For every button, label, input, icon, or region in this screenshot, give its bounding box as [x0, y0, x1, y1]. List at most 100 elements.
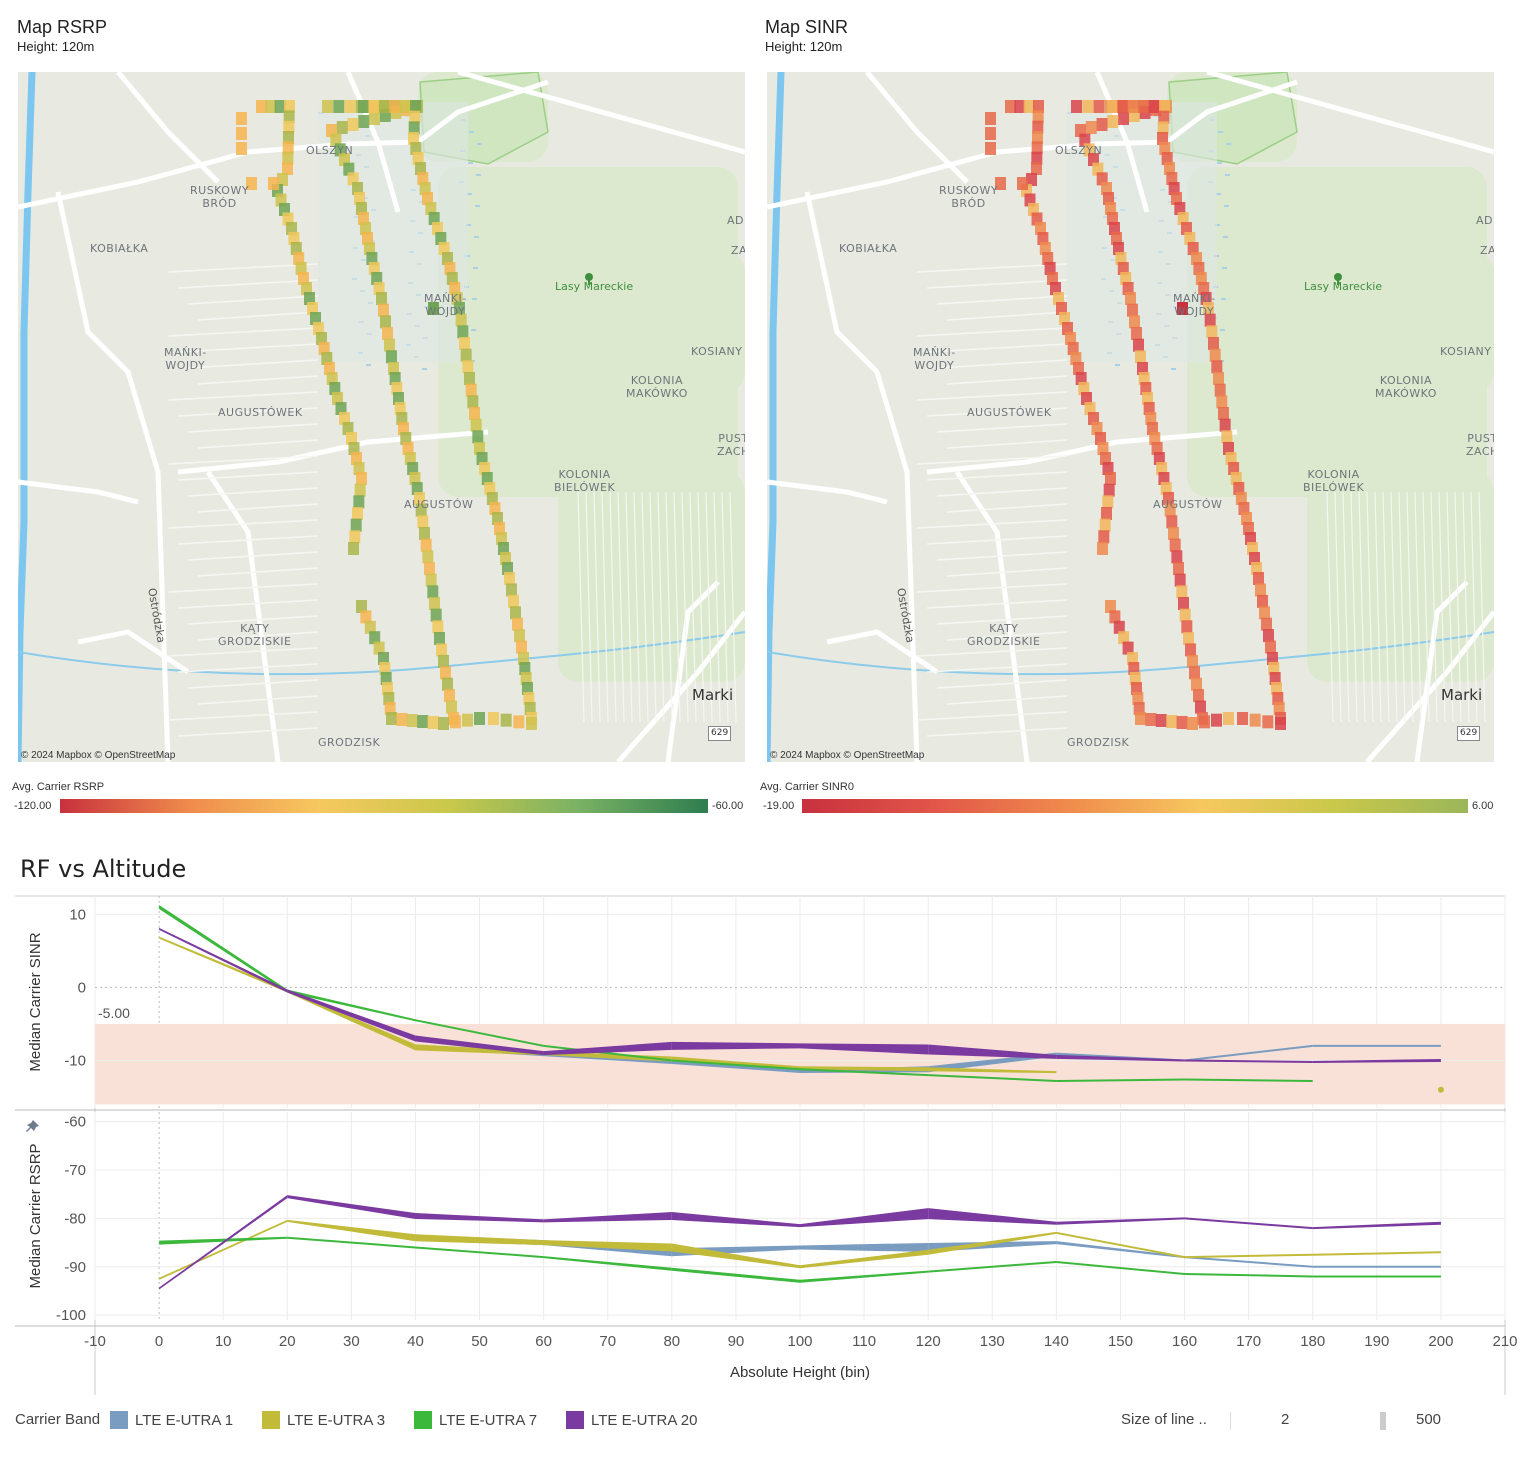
- x-tick-label: 140: [1044, 1333, 1069, 1350]
- route-bin: [380, 315, 391, 329]
- route-bin: [1184, 232, 1196, 245]
- route-bin: [1265, 640, 1276, 654]
- route-bin: [1206, 325, 1218, 339]
- route-bin: [1181, 620, 1193, 634]
- map-attribution[interactable]: © 2024 Mapbox © OpenStreetMap: [21, 750, 176, 761]
- route-bin: [1017, 177, 1028, 190]
- y-axis-label: Median Carrier SINR: [27, 932, 44, 1071]
- route-bin: [985, 142, 996, 155]
- street: [167, 327, 319, 337]
- map-rsrp-view[interactable]: OLSZYN RUSKOWY BRÓD KOBIAŁKA MAŃKI- WOJDY MA…: [18, 72, 745, 762]
- route-bin: [1216, 395, 1228, 409]
- route-bin: [1096, 118, 1108, 131]
- route-bin: [1261, 617, 1272, 631]
- street: [1326, 491, 1334, 723]
- route-bin: [388, 362, 399, 375]
- route-bin: [1268, 662, 1280, 675]
- route-bin: [373, 641, 385, 655]
- legend-item-band3[interactable]: LTE E-UTRA 3: [262, 1411, 385, 1429]
- route-bin: [408, 132, 419, 145]
- place-label-marki: Marki: [1441, 686, 1483, 704]
- route-bin: [454, 302, 465, 315]
- legend-item-band7[interactable]: LTE E-UTRA 7: [414, 1411, 537, 1429]
- route-bin: [362, 232, 373, 245]
- legend-item-band1[interactable]: LTE E-UTRA 1: [110, 1411, 233, 1429]
- legend-item-band20[interactable]: LTE E-UTRA 20: [566, 1411, 697, 1429]
- route-bin: [339, 412, 350, 425]
- route-bin: [1026, 173, 1037, 186]
- forest-area: [1187, 167, 1487, 497]
- place-label-katy: KĄTY GRODZISKIE: [967, 622, 1041, 648]
- series-segment: [1184, 1078, 1313, 1082]
- street: [197, 375, 319, 385]
- x-tick-label: 10: [215, 1333, 232, 1350]
- route-bin: [476, 452, 488, 465]
- map-sinr-view[interactable]: OLSZYN RUSKOWY BRÓD KOBIAŁKA MAŃKI- WOJDY MA…: [767, 72, 1494, 762]
- route-bin: [1079, 133, 1091, 147]
- pond: [471, 329, 476, 331]
- place-label-mank1: MAŃKI- WOJDY: [913, 346, 956, 372]
- street: [633, 491, 641, 723]
- route-bin: [1176, 585, 1188, 599]
- route-bin: [519, 662, 531, 675]
- route-bin: [1191, 252, 1202, 265]
- route-bin: [450, 715, 461, 729]
- pond: [472, 298, 477, 300]
- map-attribution[interactable]: © 2024 Mapbox © OpenStreetMap: [770, 750, 925, 761]
- series-segment: [928, 1074, 1057, 1082]
- street: [705, 491, 713, 723]
- pond: [468, 162, 473, 164]
- route-bin: [347, 118, 359, 131]
- street: [167, 711, 319, 721]
- route-bin: [1257, 594, 1268, 608]
- x-tick-label: 180: [1300, 1333, 1325, 1350]
- series-segment: [543, 1041, 672, 1056]
- route-bin: [1053, 292, 1064, 305]
- street: [1454, 491, 1462, 723]
- y-tick-label: -60: [64, 1114, 86, 1131]
- street: [936, 679, 1068, 689]
- pin-icon[interactable]: [26, 1120, 39, 1132]
- route-bin: [1151, 442, 1163, 455]
- route-bin: [506, 583, 517, 597]
- series-segment: [1184, 1217, 1313, 1230]
- route-bin: [520, 672, 532, 685]
- route-bin: [412, 152, 424, 165]
- route-bin: [1032, 120, 1044, 134]
- series-segment: [671, 1212, 800, 1228]
- route-bin: [427, 585, 439, 599]
- route-bin: [419, 182, 431, 195]
- street: [187, 615, 319, 625]
- route-bin: [1178, 597, 1189, 610]
- legend-title: Carrier Band: [15, 1411, 100, 1428]
- rf-altitude-chart[interactable]: -10 0 10 20 30 40 50 60 70 80 90 100 110 120 130 140 150…: [0, 890, 1521, 1400]
- route-bin: [1083, 143, 1095, 157]
- pond: [1115, 364, 1120, 366]
- series-segment: [287, 989, 416, 1042]
- route-bin: [1156, 462, 1168, 475]
- route-bin: [1247, 542, 1258, 555]
- place-label-augw: AUGUSTÓW: [404, 498, 474, 511]
- route-bin: [455, 313, 467, 327]
- route-bin: [1037, 232, 1049, 245]
- street: [1390, 491, 1398, 723]
- pond: [1221, 298, 1226, 300]
- route-bin: [371, 272, 383, 285]
- route-bin: [282, 212, 294, 226]
- series-segment: [928, 1208, 1057, 1225]
- street: [673, 491, 681, 723]
- street: [1446, 491, 1454, 723]
- route-bin: [409, 110, 421, 124]
- route-bin: [1135, 712, 1146, 725]
- route-bin: [1200, 292, 1212, 305]
- street: [1342, 491, 1350, 723]
- street: [1462, 491, 1470, 723]
- route-bin: [409, 472, 421, 485]
- route-bin: [382, 327, 393, 340]
- road: [55, 191, 171, 762]
- route-bin: [1238, 502, 1250, 515]
- street: [187, 423, 319, 433]
- series-segment: [1312, 1251, 1441, 1256]
- place-label-grod: GRODZISK: [318, 736, 381, 749]
- forest-area: [438, 167, 738, 497]
